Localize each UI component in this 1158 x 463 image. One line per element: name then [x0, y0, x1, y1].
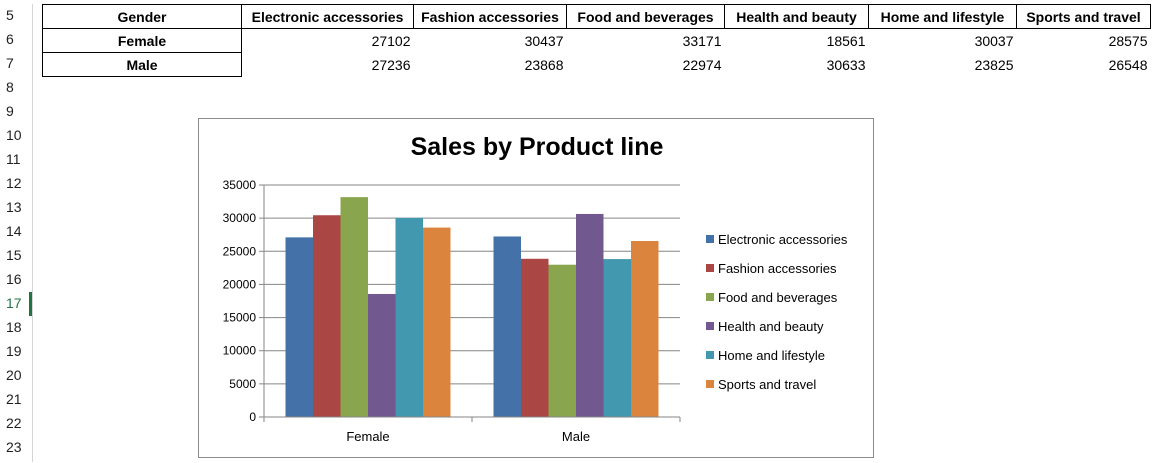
row-number-10[interactable]: 10 — [6, 127, 22, 143]
bar-female-sports-and-travel[interactable] — [423, 227, 451, 417]
header-electronic-accessories[interactable]: Electronic accessories — [241, 4, 414, 29]
legend-swatch — [706, 235, 714, 243]
row-number-7[interactable]: 7 — [6, 55, 14, 71]
row-number-23[interactable]: 23 — [6, 439, 22, 455]
bar-female-home-and-lifestyle[interactable] — [395, 217, 424, 417]
row-label-female[interactable]: Female — [42, 28, 242, 53]
row-label-male[interactable]: Male — [42, 52, 242, 77]
legend-label: Food and beverages — [718, 290, 838, 305]
header-food-and-beverages[interactable]: Food and beverages — [566, 4, 725, 29]
table-cell[interactable]: 26548 — [1108, 56, 1148, 73]
x-tick-label: Female — [346, 429, 389, 444]
row-number-8[interactable]: 8 — [6, 79, 14, 95]
legend-swatch — [706, 322, 714, 330]
bar-male-health-and-beauty[interactable] — [576, 213, 604, 417]
y-tick-label: 30000 — [223, 211, 257, 225]
bar-male-food-and-beverages[interactable] — [548, 264, 577, 417]
legend-swatch — [706, 264, 714, 272]
y-tick-label: 0 — [249, 410, 256, 424]
row-number-20[interactable]: 20 — [6, 367, 22, 383]
legend-swatch — [706, 351, 714, 359]
row-number-11[interactable]: 11 — [6, 151, 21, 167]
table-cell[interactable]: 27102 — [371, 32, 411, 49]
table-cell[interactable]: 30037 — [974, 32, 1014, 49]
row-number-19[interactable]: 19 — [6, 343, 22, 359]
row-number-18[interactable]: 18 — [6, 319, 22, 335]
legend-swatch — [706, 293, 714, 301]
active-row-indicator — [29, 292, 32, 316]
table-cell[interactable]: 30437 — [524, 32, 564, 49]
table-row: Male 27236 23868 22974 30633 23825 26548 — [42, 52, 1151, 77]
table-cell[interactable]: 22974 — [682, 56, 722, 73]
y-tick-label: 35000 — [223, 178, 257, 192]
legend-label: Health and beauty — [718, 319, 824, 334]
table-row: Female 27102 30437 33171 18561 30037 285… — [42, 28, 1151, 53]
table-cell[interactable]: 33171 — [682, 32, 722, 49]
table-header-row: Gender Electronic accessories Fashion ac… — [42, 4, 1151, 29]
table-cell[interactable]: 23825 — [974, 56, 1014, 73]
chart-frame[interactable]: Sales by Product line 0 5000 10000 15000 200… — [198, 118, 874, 458]
sales-table: Gender Electronic accessories Fashion ac… — [42, 4, 1151, 77]
row-number-5[interactable]: 5 — [6, 7, 14, 23]
header-gender[interactable]: Gender — [42, 4, 242, 29]
table-cell[interactable]: 23868 — [524, 56, 564, 73]
row-header-column — [0, 4, 33, 462]
y-tick-label: 15000 — [223, 311, 257, 325]
header-health-and-beauty[interactable]: Health and beauty — [724, 4, 869, 29]
chart-legend: Electronic accessories Fashion accessorie… — [706, 232, 848, 392]
legend-label: Home and lifestyle — [718, 348, 825, 363]
table-cell[interactable]: 30633 — [826, 56, 866, 73]
bar-female-health-and-beauty[interactable] — [368, 293, 396, 417]
table-cell[interactable]: 27236 — [371, 56, 411, 73]
bar-male-electronic-accessories[interactable] — [493, 236, 522, 417]
bar-chart: 0 5000 10000 15000 20000 25000 30000 35000 Femal… — [223, 178, 848, 444]
row-number-14[interactable]: 14 — [6, 223, 22, 239]
bar-male-sports-and-travel[interactable] — [631, 241, 659, 417]
legend-label: Electronic accessories — [718, 232, 848, 247]
row-number-21[interactable]: 21 — [6, 391, 22, 407]
y-tick-label: 10000 — [223, 344, 257, 358]
table-cell[interactable]: 28575 — [1108, 32, 1148, 49]
y-tick-label: 5000 — [229, 377, 256, 391]
row-number-13[interactable]: 13 — [6, 199, 22, 215]
bar-male-fashion-accessories[interactable] — [521, 258, 549, 417]
table-cell[interactable]: 18561 — [826, 32, 866, 49]
y-tick-label: 25000 — [223, 244, 257, 258]
legend-label: Fashion accessories — [718, 261, 837, 276]
row-number-17[interactable]: 17 — [6, 295, 22, 311]
row-number-9[interactable]: 9 — [6, 103, 14, 119]
row-number-15[interactable]: 15 — [6, 247, 22, 263]
y-tick-label: 20000 — [223, 277, 257, 291]
row-number-22[interactable]: 22 — [6, 415, 22, 431]
legend-label: Sports and travel — [718, 377, 816, 392]
chart-title: Sales by Product line — [410, 133, 664, 161]
row-number-12[interactable]: 12 — [6, 175, 22, 191]
legend-swatch — [706, 380, 714, 388]
header-sports-and-travel[interactable]: Sports and travel — [1016, 4, 1151, 29]
bar-male-home-and-lifestyle[interactable] — [603, 259, 632, 417]
row-number-6[interactable]: 6 — [6, 31, 14, 47]
row-number-16[interactable]: 16 — [6, 271, 22, 287]
header-home-and-lifestyle[interactable]: Home and lifestyle — [868, 4, 1017, 29]
bar-female-fashion-accessories[interactable] — [313, 215, 341, 417]
x-tick-label: Male — [562, 429, 590, 444]
bar-female-electronic-accessories[interactable] — [285, 237, 314, 417]
bar-female-food-and-beverages[interactable] — [340, 197, 369, 417]
header-fashion-accessories[interactable]: Fashion accessories — [413, 4, 567, 29]
